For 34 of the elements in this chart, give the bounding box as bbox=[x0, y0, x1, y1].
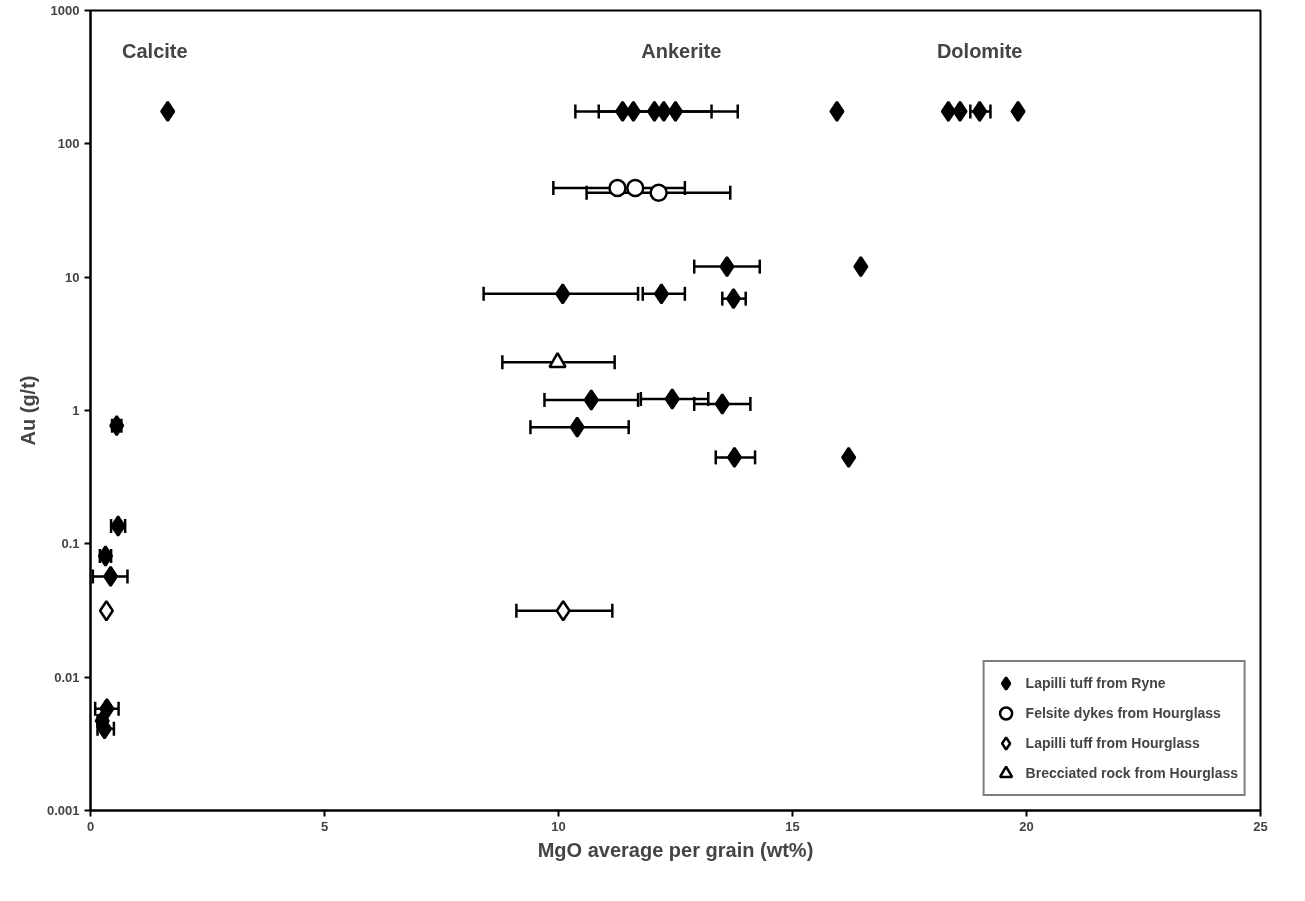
point bbox=[626, 178, 645, 198]
x-axis-title: MgO average per grain (wt%) bbox=[537, 838, 814, 861]
point bbox=[714, 393, 730, 415]
point bbox=[569, 416, 585, 438]
legend-label: Brecciated rock from Hourglass bbox=[1025, 765, 1238, 781]
legend-label: Lapilli tuff from Hourglass bbox=[1025, 735, 1200, 751]
x-tick-label: 10 bbox=[551, 818, 566, 834]
x-tick-label: 5 bbox=[320, 818, 329, 834]
y-tick-label: 1000 bbox=[50, 3, 80, 18]
point bbox=[664, 388, 680, 410]
point bbox=[725, 287, 742, 310]
y-tick-label: 1 bbox=[72, 403, 80, 418]
legend-label: Felsite dykes from Hourglass bbox=[1025, 705, 1221, 721]
y-tick-label: 0.01 bbox=[54, 669, 80, 685]
y-tick-label: 0.1 bbox=[61, 536, 80, 552]
point bbox=[653, 283, 670, 305]
point bbox=[608, 178, 627, 198]
legend-label: Lapilli tuff from Ryne bbox=[1025, 675, 1166, 691]
y-tick-label: 100 bbox=[57, 136, 80, 152]
x-tick-label: 15 bbox=[785, 818, 800, 834]
x-tick-label: 0 bbox=[86, 818, 95, 834]
x-tick-label: 20 bbox=[1019, 818, 1034, 834]
y-tick-label: 0.001 bbox=[46, 803, 80, 818]
point bbox=[649, 183, 668, 202]
point bbox=[555, 283, 571, 305]
point bbox=[583, 389, 599, 411]
annotation: Ankerite bbox=[641, 39, 722, 62]
y-axis-title: Au (g/t) bbox=[16, 375, 39, 446]
point bbox=[726, 446, 743, 469]
point bbox=[667, 100, 684, 123]
annotation: Calcite bbox=[122, 39, 188, 62]
annotation: Dolomite bbox=[936, 39, 1023, 62]
y-tick-label: 10 bbox=[65, 269, 80, 285]
x-tick-label: 25 bbox=[1253, 818, 1268, 834]
